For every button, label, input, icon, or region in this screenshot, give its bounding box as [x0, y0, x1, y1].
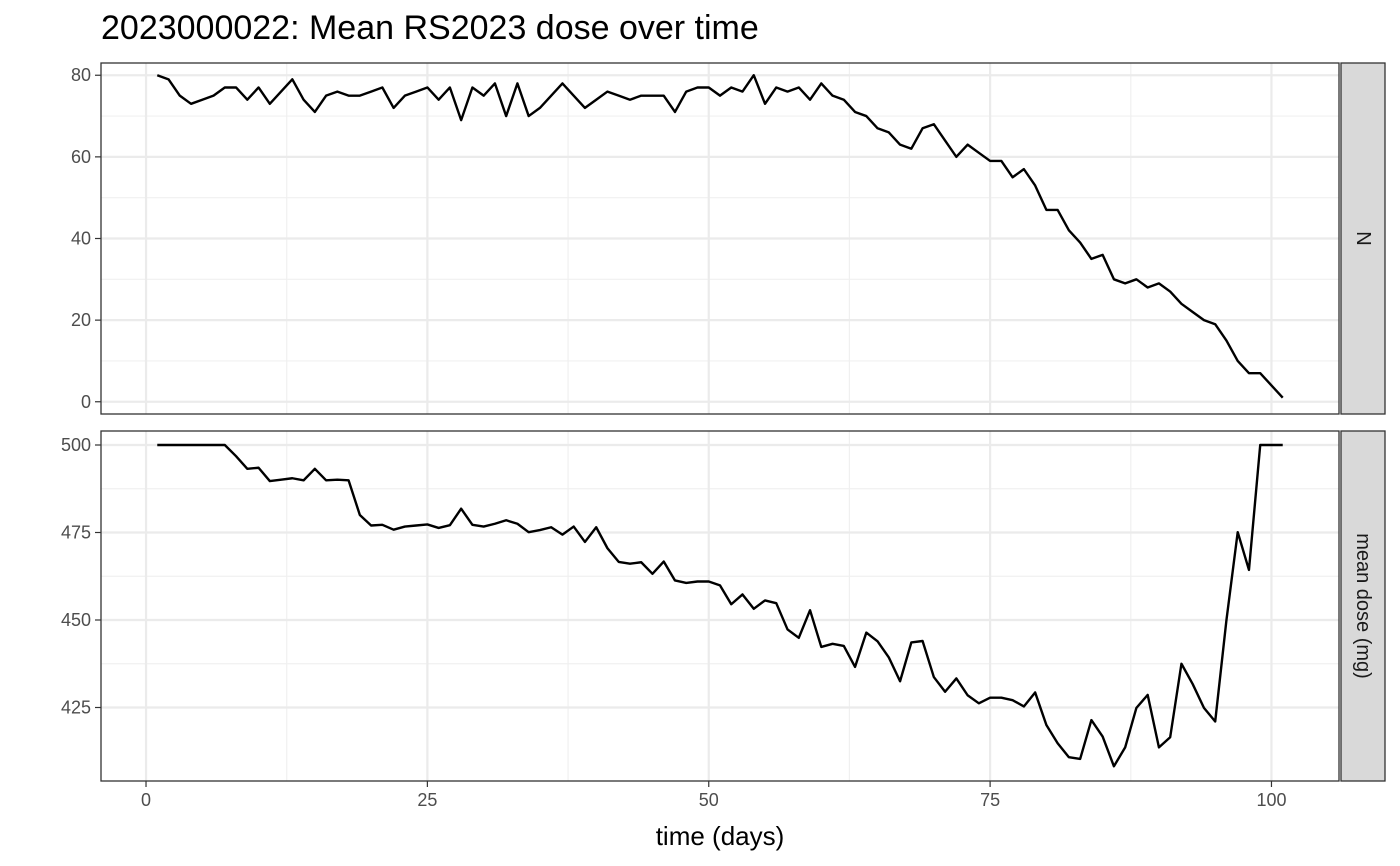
facet-strip	[1340, 62, 1386, 415]
panel-border	[100, 430, 1340, 782]
panels-layer: 0 20 40 60 80 N 425 450 475 500 mean dose (mg)	[61, 62, 1386, 782]
y-tick-label: 40	[71, 229, 91, 249]
y-tick-label: 500	[61, 435, 91, 455]
facet-strip	[1340, 430, 1386, 782]
series-line	[156, 74, 1284, 399]
series-line	[157, 443, 1283, 768]
y-tick-label: 80	[71, 65, 91, 85]
x-tick-label: 100	[1256, 790, 1286, 810]
y-tick-label: 450	[61, 610, 91, 630]
facet-strip-label: N	[1352, 231, 1374, 245]
chart-title: 2023000022: Mean RS2023 dose over time	[101, 9, 759, 47]
facet-strip-label: mean dose (mg)	[1352, 533, 1374, 679]
y-tick-label: 60	[71, 147, 91, 167]
x-tick-label: 25	[417, 790, 437, 810]
panel-1: 0 20 40 60 80 N	[71, 62, 1386, 415]
panel-2: 425 450 475 500 mean dose (mg)	[61, 430, 1386, 782]
y-tick-label: 475	[61, 523, 91, 543]
x-axis: 0 25 50 75 100	[141, 781, 1286, 810]
y-tick-label: 0	[81, 392, 91, 412]
y-tick-label: 425	[61, 698, 91, 718]
x-tick-label: 0	[141, 790, 151, 810]
y-tick-label: 20	[71, 310, 91, 330]
x-axis-title: time (days)	[656, 821, 785, 851]
panel-border	[100, 62, 1340, 415]
x-tick-label: 75	[980, 790, 1000, 810]
x-tick-label: 50	[699, 790, 719, 810]
